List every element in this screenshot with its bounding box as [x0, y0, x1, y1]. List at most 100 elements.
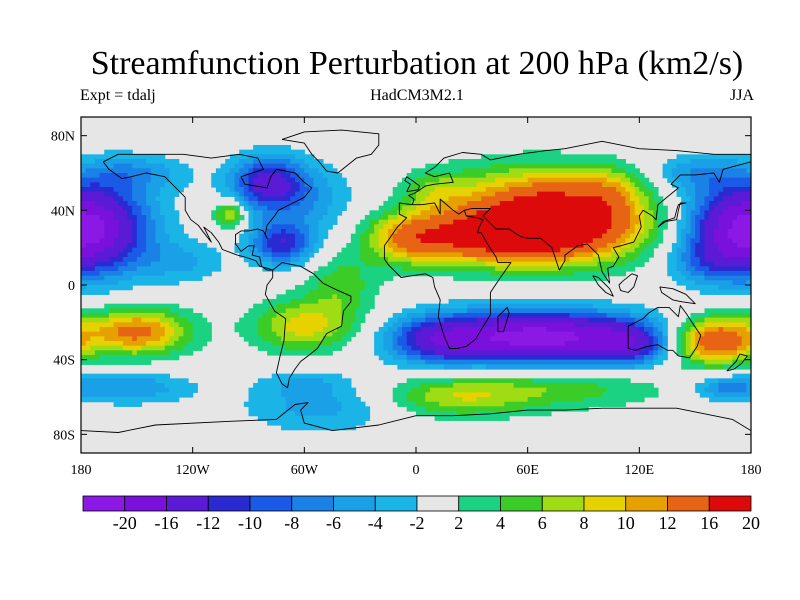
- field-cell: [192, 336, 212, 342]
- field-cell: [127, 243, 138, 249]
- field-cell: [402, 266, 496, 272]
- field-cell: [318, 280, 366, 286]
- field-cell: [239, 331, 259, 337]
- field-cell: [164, 163, 189, 169]
- field-cell: [392, 252, 408, 258]
- field-cell: [676, 266, 687, 272]
- field-cell: [676, 261, 687, 267]
- field-cell: [178, 243, 208, 249]
- field-cell: [681, 257, 692, 263]
- field-cell: [402, 224, 440, 230]
- field-cell: [643, 238, 654, 244]
- field-cell: [174, 341, 189, 347]
- field-cell: [374, 247, 385, 253]
- field-cell: [695, 383, 710, 389]
- field-cell: [322, 275, 361, 281]
- field-cell: [136, 215, 147, 221]
- field-cell: [164, 327, 175, 333]
- x-tick-label: 0: [413, 463, 420, 478]
- field-cell: [164, 219, 180, 225]
- field-cell: [183, 327, 194, 333]
- field-cell: [653, 350, 659, 356]
- colorbar-label: 4: [496, 513, 505, 533]
- field-cell: [81, 163, 115, 169]
- field-cell: [416, 336, 431, 342]
- field-cell: [113, 243, 129, 249]
- field-cell: [643, 210, 654, 216]
- field-cell: [290, 299, 319, 305]
- field-cell: [388, 238, 394, 244]
- field-cell: [681, 345, 687, 351]
- field-cell: [81, 387, 171, 393]
- field-cell: [341, 303, 361, 309]
- field-cell: [634, 187, 640, 193]
- field-cell: [360, 299, 375, 305]
- field-cell: [630, 219, 640, 225]
- colorbar-swatch: [374, 495, 418, 512]
- field-cell: [723, 210, 751, 216]
- field-cell: [634, 191, 645, 197]
- field-cell: [509, 187, 617, 193]
- field-cell: [690, 261, 701, 267]
- field-cell: [360, 219, 371, 225]
- field-cell: [588, 317, 617, 323]
- field-cell: [253, 229, 259, 235]
- field-cell: [169, 387, 198, 393]
- field-cell: [471, 364, 487, 370]
- field-cell: [318, 219, 338, 225]
- field-cell: [295, 191, 305, 197]
- field-cell: [281, 425, 357, 431]
- field-cell: [383, 224, 394, 230]
- field-cell: [625, 261, 645, 267]
- field-cell: [676, 252, 682, 258]
- field-cell: [327, 210, 343, 216]
- field-cell: [695, 229, 701, 235]
- field-cell: [676, 341, 682, 347]
- field-cell: [136, 243, 147, 249]
- field-cell: [81, 350, 96, 356]
- field-cell: [667, 252, 678, 258]
- field-cell: [90, 336, 105, 342]
- field-cell: [136, 238, 147, 244]
- field-cell: [485, 173, 524, 179]
- field-cell: [169, 177, 194, 183]
- field-cell: [634, 205, 645, 211]
- field-cell: [499, 201, 608, 207]
- field-cell: [592, 257, 617, 263]
- field-cell: [253, 238, 264, 244]
- field-cell: [332, 341, 347, 347]
- field-cell: [416, 331, 436, 337]
- field-cell: [383, 341, 394, 347]
- field-cell: [127, 252, 143, 258]
- field-cell: [318, 299, 343, 305]
- field-cell: [160, 317, 175, 323]
- field-cell: [285, 327, 324, 333]
- field-cell: [434, 322, 496, 328]
- field-cell: [215, 168, 231, 174]
- field-cell: [81, 182, 91, 188]
- field-cell: [592, 303, 645, 309]
- field-cell: [676, 345, 682, 351]
- field-cell: [132, 196, 147, 202]
- field-cell: [99, 182, 133, 188]
- field-cell: [94, 350, 133, 356]
- field-cell: [643, 345, 654, 351]
- field-cell: [630, 313, 650, 319]
- field-cell: [695, 350, 701, 356]
- field-cell: [299, 201, 315, 207]
- field-cell: [676, 187, 687, 193]
- field-cell: [732, 355, 747, 361]
- field-cell: [695, 215, 706, 221]
- field-cell: [388, 327, 398, 333]
- field-cell: [476, 210, 613, 216]
- field-cell: [267, 229, 282, 235]
- field-cell: [685, 341, 692, 347]
- field-cell: [253, 163, 287, 169]
- field-cell: [355, 308, 371, 314]
- field-cell: [81, 210, 87, 216]
- field-cell: [248, 210, 254, 216]
- field-cell: [104, 149, 133, 155]
- field-cell: [639, 215, 645, 221]
- field-cell: [634, 257, 650, 263]
